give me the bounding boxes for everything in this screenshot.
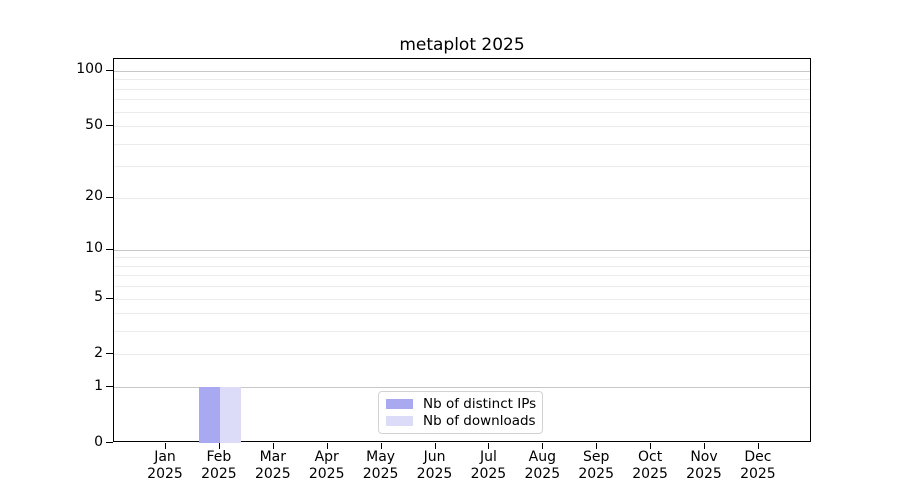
x-tick-label-aug: Aug 2025 [524, 449, 561, 482]
x-tick-label-may: May 2025 [362, 449, 399, 482]
x-tick-label-nov: Nov 2025 [686, 449, 722, 482]
x-tick-label-jul: Jul 2025 [470, 449, 507, 482]
y-tick-mark [106, 386, 113, 388]
minor-gridline [114, 79, 810, 81]
x-tick-label-sep: Sep 2025 [578, 449, 614, 482]
minor-gridline [114, 313, 810, 315]
x-tick-label-jun: Jun 2025 [416, 449, 453, 482]
minor-gridline [114, 88, 810, 90]
x-tick-mark [488, 443, 490, 449]
y-tick-mark [106, 69, 113, 71]
x-tick-label-dec: Dec 2025 [740, 449, 776, 482]
legend-item-distinct-ips: Nb of distinct IPs [386, 396, 537, 413]
legend-label-downloads: Nb of downloads [423, 412, 536, 429]
y-tick-label: 5 [94, 289, 103, 305]
x-tick-label-jan: Jan 2025 [147, 449, 183, 482]
major-gridline [114, 70, 810, 72]
plot-area [113, 58, 811, 443]
minor-gridline [114, 275, 810, 277]
legend-label-distinct-ips: Nb of distinct IPs [423, 396, 537, 413]
y-tick-label: 0 [94, 433, 103, 450]
y-tick-label: 100 [76, 61, 103, 78]
y-tick-mark [106, 248, 113, 250]
x-tick-mark [218, 443, 220, 449]
x-tick-mark [596, 443, 598, 449]
x-tick-mark [326, 443, 328, 449]
y-tick-mark [106, 353, 113, 355]
y-tick-label: 10 [85, 240, 103, 257]
x-tick-label-mar: Mar 2025 [254, 449, 291, 482]
minor-gridline [114, 111, 810, 113]
x-tick-label-feb: Feb 2025 [201, 449, 237, 482]
minor-gridline [114, 265, 810, 267]
minor-gridline [114, 354, 810, 356]
x-tick-mark [757, 443, 759, 449]
minor-gridline [114, 298, 810, 300]
x-tick-label-oct: Oct 2025 [632, 449, 668, 482]
y-tick-label: 2 [94, 344, 103, 361]
x-tick-mark [434, 443, 436, 449]
major-gridline [114, 387, 810, 389]
major-gridline [114, 249, 810, 251]
minor-gridline [114, 286, 810, 288]
x-tick-mark [650, 443, 652, 449]
minor-gridline [114, 99, 810, 101]
y-tick-label: 50 [85, 116, 103, 133]
bar-nb-of-downloads-feb [219, 387, 241, 443]
x-tick-mark [272, 443, 274, 449]
minor-gridline [114, 166, 810, 168]
y-tick-mark [106, 442, 113, 443]
legend-swatch-downloads [386, 415, 413, 426]
legend-item-downloads: Nb of downloads [386, 412, 536, 429]
legend-swatch-distinct-ips [386, 399, 413, 410]
y-tick-label: 1 [94, 377, 103, 394]
minor-gridline [114, 257, 810, 259]
bar-nb-of-distinct-ips-feb [198, 387, 220, 443]
y-tick-mark [106, 196, 113, 198]
minor-gridline [114, 197, 810, 199]
y-tick-mark [106, 297, 113, 299]
x-tick-mark [704, 443, 705, 449]
minor-gridline [114, 143, 810, 145]
x-tick-mark [542, 443, 544, 449]
x-tick-label-apr: Apr 2025 [308, 449, 345, 482]
minor-gridline [114, 331, 810, 333]
x-tick-mark [165, 443, 166, 449]
legend: Nb of distinct IPs Nb of downloads [378, 391, 543, 434]
chart-title: metaplot 2025 [399, 35, 525, 55]
x-tick-mark [380, 443, 382, 449]
minor-gridline [114, 126, 810, 127]
y-tick-mark [106, 125, 113, 126]
y-tick-label: 20 [85, 188, 103, 204]
